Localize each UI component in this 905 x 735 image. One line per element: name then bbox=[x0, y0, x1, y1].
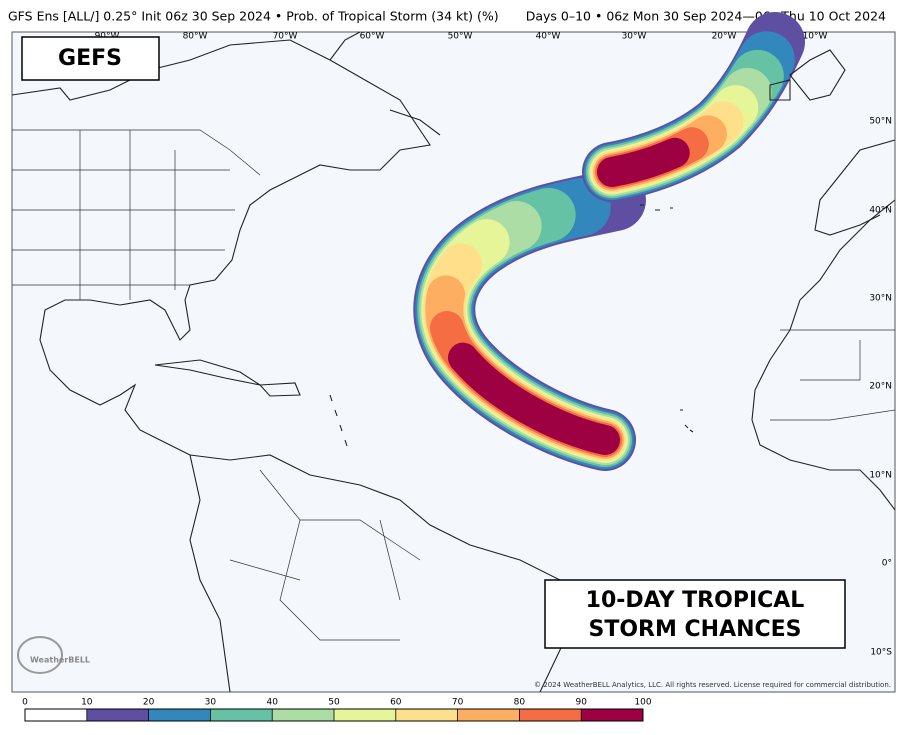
copyright: © 2024 WeatherBELL Analytics, LLC. All r… bbox=[534, 681, 891, 689]
plume-band bbox=[597, 27, 790, 187]
latitude-label: 50°N bbox=[869, 117, 892, 127]
colorbar-tick-label: 20 bbox=[143, 698, 155, 708]
british-isles bbox=[769, 49, 846, 101]
color-swatch bbox=[148, 709, 211, 721]
header-left: GFS Ens [ALL/] 0.25° Init 06z 30 Sep 202… bbox=[8, 9, 499, 24]
probability-plumes bbox=[413, 12, 805, 471]
greenland-labrador bbox=[329, 31, 441, 136]
caption-box bbox=[544, 579, 846, 649]
color-swatch bbox=[519, 709, 582, 721]
longitude-label: 70°W bbox=[273, 32, 298, 42]
iberia-coast bbox=[814, 139, 896, 236]
longitude-label: 10°W bbox=[803, 32, 828, 42]
latitude-label: 40°N bbox=[869, 206, 892, 216]
azores bbox=[640, 204, 673, 211]
colorbar-tick-label: 80 bbox=[514, 698, 526, 708]
colorbar-tick-label: 60 bbox=[390, 698, 402, 708]
caption-line: 10-DAY TROPICAL bbox=[586, 588, 805, 613]
colorbar-tick-label: 30 bbox=[205, 698, 217, 708]
caption-line: STORM CHANCES bbox=[588, 617, 801, 642]
longitude-labels: 90°W80°W70°W60°W50°W40°W30°W20°W10°W bbox=[95, 32, 828, 42]
latitude-label: 20°N bbox=[869, 382, 892, 392]
color-swatch bbox=[581, 709, 643, 721]
us-state-lines bbox=[12, 130, 235, 300]
longitude-label: 60°W bbox=[360, 32, 385, 42]
south-america-west bbox=[189, 454, 231, 693]
colorbar-tick-label: 10 bbox=[81, 698, 93, 708]
hispaniola bbox=[258, 382, 301, 397]
cape-verde bbox=[680, 409, 694, 433]
color-swatch bbox=[272, 709, 334, 721]
latitude-labels: 50°N 40°N 30°N 20°N 10°N 0° 10°S bbox=[869, 117, 892, 658]
africa-borders bbox=[770, 329, 896, 421]
logo-mark bbox=[17, 636, 63, 674]
colorbar-tick-label: 50 bbox=[328, 698, 340, 708]
color-swatch bbox=[86, 709, 149, 721]
longitude-label: 30°W bbox=[622, 32, 647, 42]
color-swatch bbox=[395, 709, 458, 721]
model-badge-box bbox=[21, 36, 160, 81]
north-america-coast bbox=[11, 39, 431, 456]
africa-coast bbox=[751, 199, 896, 511]
south-america-borders bbox=[229, 469, 421, 641]
header-right: Days 0–10 • 06z Mon 30 Sep 2024—06z Thu … bbox=[526, 9, 886, 24]
color-swatch bbox=[210, 709, 273, 721]
colorbar-tick-label: 100 bbox=[634, 698, 651, 708]
latitude-label: 0° bbox=[882, 559, 892, 569]
lesser-antilles bbox=[329, 394, 348, 447]
color-swatch bbox=[334, 709, 396, 721]
latitude-label: 10°N bbox=[869, 471, 892, 481]
longitude-label: 20°W bbox=[712, 32, 737, 42]
us-canada-border bbox=[12, 129, 261, 176]
colorbar: 0 10 20 30 40 50 60 70 80 90 100 bbox=[22, 698, 652, 722]
longitude-label: 40°W bbox=[536, 32, 561, 42]
coastlines bbox=[11, 31, 896, 693]
colorbar-tick-label: 90 bbox=[575, 698, 587, 708]
colorbar-tick-label: 70 bbox=[452, 698, 464, 708]
logo-text: WeatherBELL bbox=[30, 656, 90, 665]
plume-band bbox=[429, 185, 630, 455]
longitude-label: 50°W bbox=[448, 32, 473, 42]
colorbar-tick-label: 0 bbox=[22, 698, 28, 708]
colorbar-tick-label: 40 bbox=[266, 698, 278, 708]
latitude-label: 30°N bbox=[869, 294, 892, 304]
latitude-label: 10°S bbox=[870, 648, 892, 658]
color-swatch bbox=[25, 709, 87, 721]
longitude-label: 80°W bbox=[183, 32, 208, 42]
model-badge: GEFS bbox=[58, 46, 122, 71]
color-swatch bbox=[457, 709, 520, 721]
